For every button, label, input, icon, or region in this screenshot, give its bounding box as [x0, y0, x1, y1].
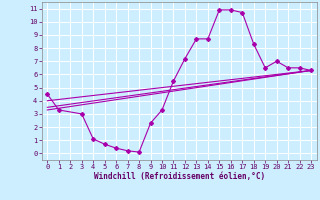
X-axis label: Windchill (Refroidissement éolien,°C): Windchill (Refroidissement éolien,°C) — [94, 172, 265, 181]
